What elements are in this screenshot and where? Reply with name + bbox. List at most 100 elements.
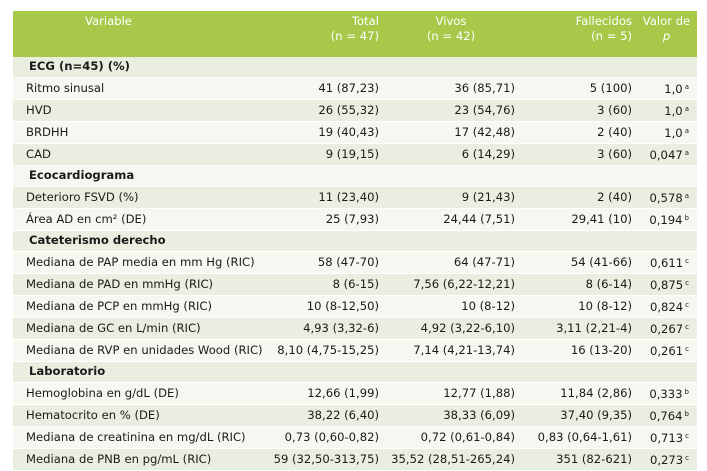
vivos-cell: 17 (42,48) [383, 121, 519, 144]
section-row: Ecocardiograma [13, 165, 697, 187]
header-p-value: Valor de p [636, 11, 697, 57]
table-row: Mediana de PAD en mmHg (RIC) 8 (6-15) 7,56… [13, 273, 697, 296]
header-vivos-n: (n = 42) [426, 29, 476, 43]
total-cell: 19 (40,43) [265, 121, 383, 144]
variable-cell: Hematocrito en % (DE) [13, 404, 265, 427]
section-row: Cateterismo derecho [13, 230, 697, 252]
total-cell: 12,66 (1,99) [265, 382, 383, 405]
table-row: Mediana de PNB en pg/mL (RIC) 59 (32,50-3… [13, 448, 697, 471]
variable-cell: Mediana de PCP en mmHg (RIC) [13, 295, 265, 318]
total-cell: 4,93 (3,32-6) [265, 317, 383, 340]
p-value: 0,194 [649, 212, 683, 227]
header-fallecidos-label: Fallecidos [575, 14, 632, 28]
p-value-cell: 0,713 c [636, 426, 697, 449]
fallecidos-cell: 351 (82-621) [519, 448, 636, 471]
p-value-cell: 0,273 c [636, 448, 697, 471]
table-row: Mediana de creatinina en mg/dL (RIC) 0,73… [13, 426, 697, 449]
vivos-cell: 0,72 (0,61-0,84) [383, 426, 519, 449]
fallecidos-cell: 3 (60) [519, 99, 636, 122]
vivos-cell: 12,77 (1,88) [383, 382, 519, 405]
p-value-cell: 0,824 c [636, 295, 697, 318]
header-variable: Variable [13, 11, 265, 57]
section-title: Laboratorio [13, 361, 697, 383]
p-value: 0,611 [649, 255, 684, 270]
total-cell: 10 (8-12,50) [265, 295, 383, 318]
vivos-cell: 9 (21,43) [383, 186, 519, 209]
variable-cell: Hemoglobina en g/dL (DE) [13, 382, 265, 405]
test-footnote-marker: c [685, 431, 689, 440]
p-value: 1,0 [664, 103, 683, 118]
total-cell: 41 (87,23) [265, 77, 383, 100]
total-cell: 8 (6-15) [265, 273, 383, 296]
vivos-cell: 6 (14,29) [383, 143, 519, 166]
p-value: 0,824 [649, 299, 684, 314]
fallecidos-cell: 2 (40) [519, 121, 636, 144]
vivos-cell: 36 (85,71) [383, 77, 519, 100]
fallecidos-cell: 54 (41-66) [519, 251, 636, 274]
fallecidos-cell: 3 (60) [519, 143, 636, 166]
table-row: HVD 26 (55,32) 23 (54,76) 3 (60) 1,0 a [13, 99, 697, 122]
vivos-cell: 7,14 (4,21-13,74) [383, 339, 519, 362]
header-fallecidos-n: (n = 5) [591, 29, 632, 43]
p-value: 0,875 [649, 277, 684, 292]
section-row: Laboratorio [13, 361, 697, 383]
table-body: ECG (n=45) (%) Ritmo sinusal 41 (87,23) 36 … [13, 57, 697, 471]
fallecidos-cell: 3,11 (2,21-4) [519, 317, 636, 340]
fallecidos-cell: 37,40 (9,35) [519, 404, 636, 427]
test-footnote-marker: b [684, 387, 689, 396]
p-value-cell: 0,578 a [636, 186, 697, 209]
header-vivos: Vivos (n = 42) [383, 11, 519, 57]
p-value-cell: 0,047 a [636, 143, 697, 166]
p-value-cell: 0,333 b [636, 382, 697, 405]
p-value: 1,0 [664, 125, 683, 140]
total-cell: 59 (32,50-313,75) [265, 448, 383, 471]
variable-cell: BRDHH [13, 121, 265, 144]
fallecidos-cell: 11,84 (2,86) [519, 382, 636, 405]
p-value-cell: 0,875 c [636, 273, 697, 296]
vivos-cell: 10 (8-12) [383, 295, 519, 318]
fallecidos-cell: 10 (8-12) [519, 295, 636, 318]
vivos-cell: 7,56 (6,22-12,21) [383, 273, 519, 296]
variable-cell: Mediana de creatinina en mg/dL (RIC) [13, 426, 265, 449]
test-footnote-marker: a [684, 82, 689, 91]
test-footnote-marker: c [685, 278, 689, 287]
total-cell: 0,73 (0,60-0,82) [265, 426, 383, 449]
vivos-cell: 23 (54,76) [383, 99, 519, 122]
test-footnote-marker: a [684, 104, 689, 113]
total-cell: 38,22 (6,40) [265, 404, 383, 427]
header-total-n: (n = 47) [330, 29, 379, 43]
p-value-cell: 1,0 a [636, 77, 697, 100]
p-value: 0,713 [649, 430, 684, 445]
variable-cell: Área AD en cm² (DE) [13, 208, 265, 231]
test-footnote-marker: c [685, 300, 689, 309]
p-value: 0,261 [649, 343, 684, 358]
table-row: Ritmo sinusal 41 (87,23) 36 (85,71) 5 (100)… [13, 77, 697, 100]
total-cell: 26 (55,32) [265, 99, 383, 122]
table-row: Deterioro FSVD (%) 11 (23,40) 9 (21,43) 2 (… [13, 186, 697, 209]
table-row: Hemoglobina en g/dL (DE) 12,66 (1,99) 12,7… [13, 382, 697, 405]
header-p-line2: p [662, 29, 671, 43]
variable-cell: Mediana de PAP media en mm Hg (RIC) [13, 251, 265, 274]
header-p-line1: Valor de [642, 14, 691, 28]
variable-cell: Mediana de PNB en pg/mL (RIC) [13, 448, 265, 471]
p-value-cell: 1,0 a [636, 99, 697, 122]
test-footnote-marker: c [685, 256, 689, 265]
p-value: 0,578 [649, 190, 683, 205]
total-cell: 8,10 (4,75-15,25) [265, 339, 383, 362]
header-row: Variable Total (n = 47) Vivos (n = 42) F… [13, 11, 697, 57]
table-row: Mediana de PAP media en mm Hg (RIC) 58 (4… [13, 251, 697, 274]
total-cell: 9 (19,15) [265, 143, 383, 166]
variable-cell: Ritmo sinusal [13, 77, 265, 100]
test-footnote-marker: c [685, 344, 689, 353]
p-value: 0,764 [649, 408, 683, 423]
section-title: Cateterismo derecho [13, 230, 697, 252]
table-row: CAD 9 (19,15) 6 (14,29) 3 (60) 0,047 a [13, 143, 697, 166]
variable-cell: Deterioro FSVD (%) [13, 186, 265, 209]
p-value-cell: 0,611 c [636, 251, 697, 274]
header-fallecidos: Fallecidos (n = 5) [519, 11, 636, 57]
section-title: ECG (n=45) (%) [13, 57, 697, 78]
p-value-cell: 0,267 c [636, 317, 697, 340]
variable-cell: HVD [13, 99, 265, 122]
test-footnote-marker: a [684, 148, 689, 157]
fallecidos-cell: 16 (13-20) [519, 339, 636, 362]
